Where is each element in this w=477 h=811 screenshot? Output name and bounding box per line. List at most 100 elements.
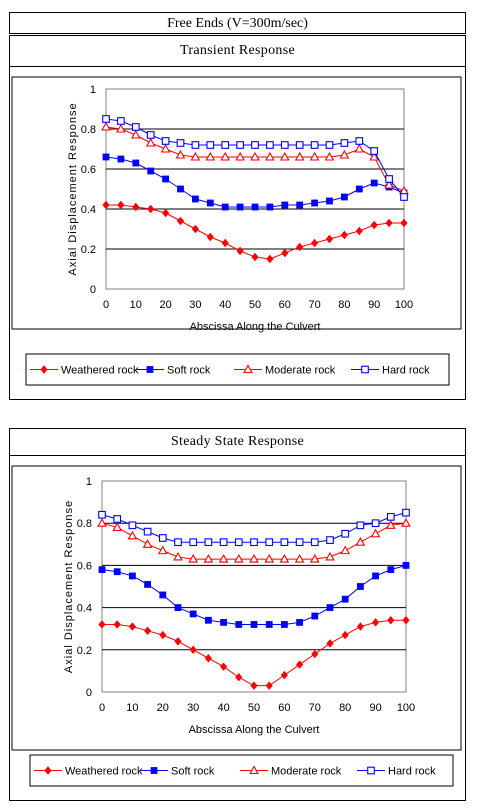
chart1-y-tick-label: 0 bbox=[86, 687, 92, 699]
chart0-data-point bbox=[311, 199, 318, 207]
chart0-y-tick-label: 0.6 bbox=[81, 164, 96, 176]
chart0-x-tick-label: 30 bbox=[189, 299, 201, 311]
chart0-data-point bbox=[310, 141, 319, 149]
chart1-data-point bbox=[250, 538, 258, 547]
chart1-data-point bbox=[325, 551, 335, 561]
chart1-data-point bbox=[112, 522, 123, 531]
chart0-x-tick-label: 0 bbox=[103, 299, 109, 311]
chart0-data-point bbox=[400, 193, 408, 201]
chart0-data-point bbox=[147, 204, 155, 214]
chart0-data-point bbox=[250, 151, 260, 161]
chart0-data-point bbox=[294, 151, 305, 161]
chart1-data-point bbox=[402, 562, 410, 569]
chart0-data-point bbox=[175, 149, 186, 159]
chart0-data-point bbox=[206, 199, 214, 207]
chart0-legend-marker bbox=[146, 366, 154, 373]
steady-title: Steady State Response bbox=[10, 429, 465, 456]
chart0-data-point bbox=[130, 129, 141, 139]
chart1-x-tick-label: 0 bbox=[99, 702, 105, 714]
chart0-x-tick-label: 20 bbox=[159, 299, 171, 311]
chart1-data-point bbox=[205, 616, 212, 624]
chart1-data-point bbox=[142, 539, 153, 548]
chart1-data-point bbox=[127, 530, 138, 540]
chart0-legend-marker bbox=[40, 365, 48, 374]
chart1-data-point bbox=[234, 538, 243, 547]
chart0-data-point bbox=[325, 234, 334, 244]
chart1-data-point bbox=[249, 553, 259, 563]
chart0-data-point bbox=[266, 141, 274, 149]
chart0-data-point bbox=[116, 123, 126, 133]
chart0-data-point bbox=[191, 141, 200, 149]
chart1-data-point bbox=[204, 538, 213, 547]
chart0-data-point bbox=[311, 238, 319, 248]
steady-panel: Steady State Response 0 0.2 0.4 0.6 0.8 1 0 10 2… bbox=[9, 428, 466, 801]
transient-chart: 00.20.40.60.810 10 20 30 40 50 60 70 80 90 100Absc… bbox=[11, 76, 462, 386]
chart0-data-point bbox=[340, 230, 348, 240]
chart1-legend-label: Soft rock bbox=[171, 766, 215, 778]
chart0-x-tick-label: 50 bbox=[249, 299, 261, 311]
chart1-data-point bbox=[233, 553, 244, 563]
chart1-y-tick-label: 0.8 bbox=[77, 518, 92, 530]
chart1-data-point bbox=[387, 566, 395, 574]
chart0-data-point bbox=[251, 203, 259, 211]
chart1-data-point bbox=[174, 538, 182, 547]
chart0-legend-label: Soft rock bbox=[167, 365, 211, 377]
chart1-data-point bbox=[357, 583, 364, 590]
chart1-x-tick-label: 40 bbox=[217, 702, 229, 714]
chart1-series-3 bbox=[98, 508, 410, 547]
chart1-y-axis-label: Axial Displacement Response bbox=[63, 500, 75, 673]
chart1-y-tick-label: 0.2 bbox=[77, 645, 92, 657]
chart1-data-point bbox=[341, 595, 349, 603]
chart0-data-point bbox=[235, 151, 245, 161]
chart0-data-point bbox=[309, 151, 320, 161]
chart1-data-point bbox=[250, 621, 258, 628]
chart0-data-point bbox=[369, 151, 380, 161]
chart1-data-point bbox=[220, 618, 227, 626]
chart1-data-point bbox=[309, 553, 320, 563]
chart1-frame bbox=[11, 465, 462, 751]
chart1-data-point bbox=[188, 553, 199, 563]
chart1-data-point bbox=[401, 518, 411, 527]
chart0-data-point bbox=[177, 185, 184, 193]
chart0-data-point bbox=[221, 238, 229, 248]
chart1-data-point bbox=[159, 591, 167, 599]
chart0-data-point bbox=[192, 195, 199, 203]
chart0-data-point bbox=[206, 232, 214, 242]
chart1-data-point bbox=[173, 551, 183, 561]
chart0-data-point bbox=[236, 203, 244, 211]
chart1-x-tick-label: 20 bbox=[157, 702, 169, 714]
chart1-legend-marker bbox=[44, 766, 52, 775]
chart1-data-point bbox=[129, 572, 136, 580]
chart1-x-axis-label: Abscissa Along the Culvert bbox=[189, 724, 320, 736]
chart0-data-point bbox=[221, 141, 230, 149]
chart0-data-point bbox=[102, 153, 110, 161]
chart0-data-point bbox=[324, 151, 335, 161]
chart0-legend-marker bbox=[361, 365, 369, 374]
chart1-data-point bbox=[157, 545, 168, 555]
chart0-data-point bbox=[117, 117, 125, 125]
chart1-data-point bbox=[386, 513, 395, 521]
chart0-data-point bbox=[355, 137, 364, 145]
chart1-data-point bbox=[372, 572, 379, 580]
chart1-data-point bbox=[385, 520, 396, 529]
chart0-x-tick-label: 70 bbox=[308, 299, 320, 311]
chart0-legend-marker bbox=[243, 364, 253, 374]
chart1-legend-label: Weathered rock bbox=[65, 766, 143, 778]
chart1-y-tick-label: 0.4 bbox=[77, 603, 92, 615]
chart1-data-point bbox=[296, 618, 303, 626]
chart1-x-tick-label: 90 bbox=[369, 702, 381, 714]
chart0-data-point bbox=[400, 218, 408, 228]
chart1-data-point bbox=[370, 528, 381, 538]
chart0-data-point bbox=[132, 202, 140, 212]
chart0-data-point bbox=[117, 200, 125, 210]
chart0-data-point bbox=[354, 143, 365, 153]
chart1-x-tick-label: 100 bbox=[397, 702, 415, 714]
chart1-data-point bbox=[98, 620, 106, 629]
chart1-data-point bbox=[158, 534, 167, 542]
chart1-data-point bbox=[279, 553, 290, 563]
chart0-data-point bbox=[279, 151, 290, 161]
chart0-x-tick-label: 60 bbox=[279, 299, 291, 311]
chart0-data-point bbox=[266, 203, 274, 211]
transient-panel: Transient Response 0 0.2 0.4 0.6 0.8 1 0 10 20 30… bbox=[9, 35, 466, 400]
chart0-x-tick-label: 10 bbox=[130, 299, 142, 311]
